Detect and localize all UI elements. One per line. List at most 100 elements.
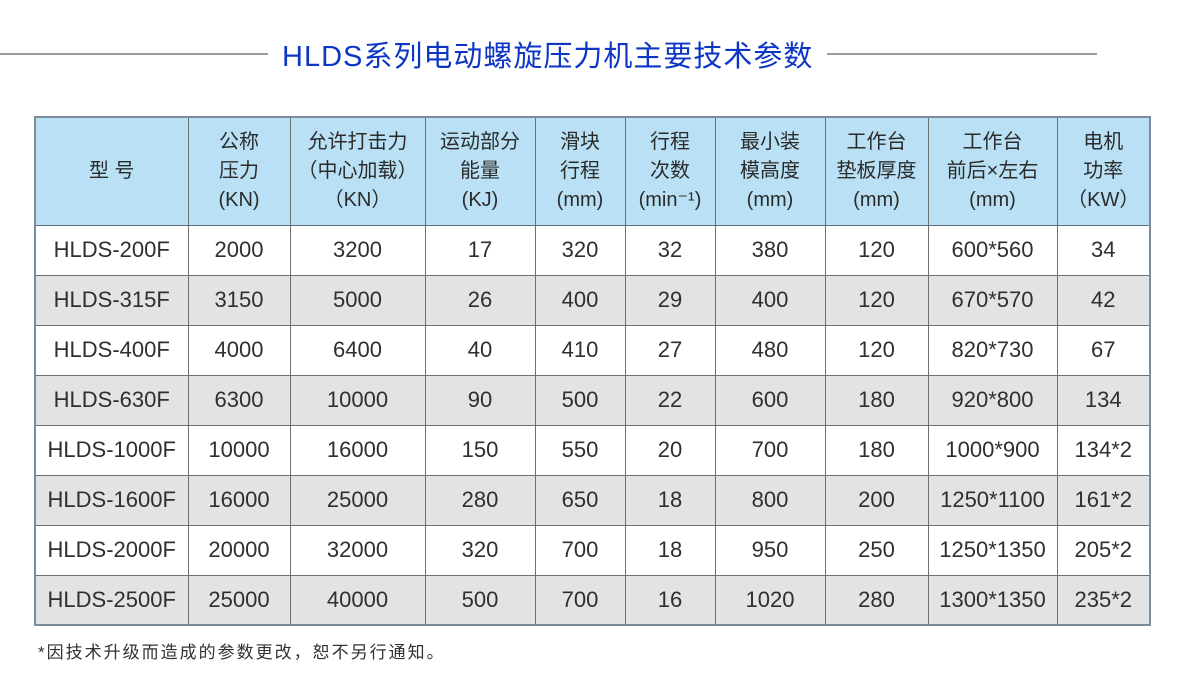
value-cell-min-die-height: 800	[714, 474, 826, 526]
title-rule-left	[0, 53, 268, 55]
value-cell-motor-power: 34	[1056, 224, 1151, 276]
value-cell-moving-parts-energy: 280	[424, 474, 536, 526]
value-cell-worktable-size: 920*800	[927, 374, 1058, 426]
value-cell-min-die-height: 380	[714, 224, 826, 276]
value-cell-strokes-per-minute: 32	[624, 224, 716, 276]
value-cell-min-die-height: 1020	[714, 574, 826, 626]
value-cell-nominal-pressure: 6300	[187, 374, 291, 426]
value-cell-motor-power: 205*2	[1056, 524, 1151, 576]
value-cell-strokes-per-minute: 20	[624, 424, 716, 476]
value-cell-moving-parts-energy: 320	[424, 524, 536, 576]
value-cell-bolster-thickness: 180	[824, 424, 929, 476]
value-cell-strokes-per-minute: 27	[624, 324, 716, 376]
value-cell-nominal-pressure: 4000	[187, 324, 291, 376]
column-header-strokes-per-minute: 行程 次数 (min⁻¹)	[624, 116, 716, 226]
value-cell-slide-stroke: 650	[534, 474, 626, 526]
value-cell-worktable-size: 1300*1350	[927, 574, 1058, 626]
model-cell: HLDS-200F	[34, 224, 189, 276]
value-cell-allowable-striking-force: 6400	[289, 324, 426, 376]
column-header-bolster-thickness: 工作台 垫板厚度 (mm)	[824, 116, 929, 226]
column-header-moving-parts-energy: 运动部分 能量 (KJ)	[424, 116, 536, 226]
value-cell-bolster-thickness: 120	[824, 324, 929, 376]
value-cell-bolster-thickness: 280	[824, 574, 929, 626]
value-cell-worktable-size: 600*560	[927, 224, 1058, 276]
value-cell-allowable-striking-force: 3200	[289, 224, 426, 276]
value-cell-min-die-height: 400	[714, 274, 826, 326]
value-cell-motor-power: 161*2	[1056, 474, 1151, 526]
value-cell-worktable-size: 820*730	[927, 324, 1058, 376]
value-cell-nominal-pressure: 20000	[187, 524, 291, 576]
footnote: *因技术升级而造成的参数更改，恕不另行通知。	[38, 643, 446, 662]
value-cell-min-die-height: 950	[714, 524, 826, 576]
value-cell-min-die-height: 480	[714, 324, 826, 376]
value-cell-slide-stroke: 410	[534, 324, 626, 376]
value-cell-moving-parts-energy: 90	[424, 374, 536, 426]
page-title: HLDS系列电动螺旋压力机主要技术参数	[282, 41, 814, 73]
value-cell-slide-stroke: 400	[534, 274, 626, 326]
value-cell-bolster-thickness: 250	[824, 524, 929, 576]
value-cell-bolster-thickness: 200	[824, 474, 929, 526]
column-header-min-die-height: 最小装 模高度 (mm)	[714, 116, 826, 226]
column-header-model: 型 号	[34, 116, 189, 226]
column-header-slide-stroke: 滑块 行程 (mm)	[534, 116, 626, 226]
value-cell-worktable-size: 1250*1350	[927, 524, 1058, 576]
value-cell-moving-parts-energy: 500	[424, 574, 536, 626]
value-cell-slide-stroke: 500	[534, 374, 626, 426]
title-rule-right	[827, 53, 1098, 55]
value-cell-slide-stroke: 320	[534, 224, 626, 276]
value-cell-nominal-pressure: 3150	[187, 274, 291, 326]
value-cell-allowable-striking-force: 10000	[289, 374, 426, 426]
value-cell-motor-power: 134	[1056, 374, 1151, 426]
value-cell-worktable-size: 670*570	[927, 274, 1058, 326]
value-cell-motor-power: 235*2	[1056, 574, 1151, 626]
table-body: HLDS-200F 2000 3200 17 320 32 380 120 600*560 34 H…	[34, 224, 1151, 626]
value-cell-bolster-thickness: 120	[824, 274, 929, 326]
model-cell: HLDS-2500F	[34, 574, 189, 626]
table-header-row: 型 号公称 压力 (KN) 允许打击力 （中心加载） （KN） 运动部分 能量 (K…	[34, 116, 1151, 226]
model-cell: HLDS-315F	[34, 274, 189, 326]
value-cell-strokes-per-minute: 29	[624, 274, 716, 326]
table-head: 型 号公称 压力 (KN) 允许打击力 （中心加载） （KN） 运动部分 能量 (K…	[34, 116, 1151, 226]
column-header-motor-power: 电机 功率 （KW）	[1056, 116, 1151, 226]
value-cell-bolster-thickness: 120	[824, 224, 929, 276]
value-cell-moving-parts-energy: 17	[424, 224, 536, 276]
value-cell-slide-stroke: 700	[534, 524, 626, 576]
value-cell-moving-parts-energy: 150	[424, 424, 536, 476]
value-cell-min-die-height: 700	[714, 424, 826, 476]
value-cell-nominal-pressure: 2000	[187, 224, 291, 276]
model-cell: HLDS-1600F	[34, 474, 189, 526]
value-cell-worktable-size: 1000*900	[927, 424, 1058, 476]
value-cell-motor-power: 42	[1056, 274, 1151, 326]
model-cell: HLDS-2000F	[34, 524, 189, 576]
value-cell-motor-power: 134*2	[1056, 424, 1151, 476]
column-header-allowable-striking-force: 允许打击力 （中心加载） （KN）	[289, 116, 426, 226]
value-cell-bolster-thickness: 180	[824, 374, 929, 426]
value-cell-allowable-striking-force: 5000	[289, 274, 426, 326]
table-row: HLDS-630F 6300 10000 90 500 22 600 180 920*800 13…	[34, 374, 1151, 426]
column-header-worktable-size: 工作台 前后×左右 (mm)	[927, 116, 1058, 226]
model-cell: HLDS-400F	[34, 324, 189, 376]
column-header-nominal-pressure: 公称 压力 (KN)	[187, 116, 291, 226]
title-band: HLDS系列电动螺旋压力机主要技术参数	[0, 34, 1181, 74]
value-cell-worktable-size: 1250*1100	[927, 474, 1058, 526]
value-cell-slide-stroke: 550	[534, 424, 626, 476]
value-cell-nominal-pressure: 10000	[187, 424, 291, 476]
value-cell-allowable-striking-force: 40000	[289, 574, 426, 626]
table-row: HLDS-1000F 10000 16000 150 550 20 700 180 1000*9…	[34, 424, 1151, 476]
spec-table: 型 号公称 压力 (KN) 允许打击力 （中心加载） （KN） 运动部分 能量 (K…	[34, 116, 1151, 626]
value-cell-strokes-per-minute: 16	[624, 574, 716, 626]
value-cell-moving-parts-energy: 40	[424, 324, 536, 376]
model-cell: HLDS-630F	[34, 374, 189, 426]
table-row: HLDS-200F 2000 3200 17 320 32 380 120 600*560 34	[34, 224, 1151, 276]
table-row: HLDS-400F 4000 6400 40 410 27 480 120 820*730 67	[34, 324, 1151, 376]
table-row: HLDS-2000F 20000 32000 320 700 18 950 250 1250*1…	[34, 524, 1151, 576]
value-cell-motor-power: 67	[1056, 324, 1151, 376]
value-cell-moving-parts-energy: 26	[424, 274, 536, 326]
value-cell-allowable-striking-force: 32000	[289, 524, 426, 576]
table-row: HLDS-2500F 25000 40000 500 700 16 1020 280 1300*…	[34, 574, 1151, 626]
value-cell-strokes-per-minute: 22	[624, 374, 716, 426]
value-cell-strokes-per-minute: 18	[624, 524, 716, 576]
value-cell-allowable-striking-force: 16000	[289, 424, 426, 476]
value-cell-slide-stroke: 700	[534, 574, 626, 626]
value-cell-nominal-pressure: 16000	[187, 474, 291, 526]
